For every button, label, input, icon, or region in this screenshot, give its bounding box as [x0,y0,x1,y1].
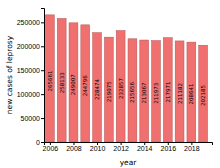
y-tick-label: 250000 [17,19,40,26]
data-label: 265661 [47,70,53,91]
y-tick-label: 0 [36,139,40,146]
x-tick-label: 2012 [113,145,129,152]
x-tick: 2012 [113,142,129,152]
data-label: 249007 [70,74,76,95]
data-label: 215656 [129,81,135,102]
chart: 2006 2008 2010 2012 2014 2016 2018 0 50000 100000… [0,0,220,168]
bar [128,39,137,142]
y-tick: 50000 [21,115,44,122]
x-tick-label: 2010 [90,145,106,152]
x-tick-label: 2014 [137,145,153,152]
x-tick: 2006 [43,142,59,152]
x-tick-label: 2016 [161,145,177,152]
y-axis-line [41,9,45,143]
x-tick: 2016 [161,142,177,152]
y-tick: 100000 [17,91,44,98]
bar [45,15,54,142]
y-tick-mark [41,46,44,47]
y-tick-mark [41,142,44,143]
x-tick: 2014 [137,142,153,152]
bar [104,37,113,142]
y-tick-mark [41,94,44,95]
bar [93,33,102,142]
x-tick: 2018 [184,142,200,152]
bar [152,41,161,142]
y-tick: 250000 [17,19,44,26]
x-tick: 2008 [66,142,82,152]
bar [57,18,66,142]
y-tick: 200000 [17,43,44,50]
data-label: 244796 [82,75,88,96]
bar [69,23,78,142]
data-label: 211182 [177,83,183,104]
y-tick-mark [41,22,44,23]
bar [175,41,184,142]
y-tick-mark [41,70,44,71]
data-label: 217971 [165,81,171,102]
data-label: 213067 [141,82,147,103]
bar [116,31,125,142]
bar [163,38,172,142]
x-tick-label: 2018 [184,145,200,152]
data-label: 228474 [94,79,100,100]
y-axis-title: new cases of leprosy [5,35,14,114]
x-axis: 2006 2008 2010 2012 2014 2016 2018 [43,142,213,152]
data-label: 208641 [188,84,194,105]
data-label: 258133 [59,72,65,93]
y-tick: 0 [36,139,44,146]
bars [45,15,207,142]
y-axis: 0 50000 100000 150000 200000 250000 [17,9,45,146]
data-label: 232857 [118,78,124,99]
x-tick-label: 2006 [43,145,59,152]
data-labels: 265661 258133 249007 244796 228474 219075 2328… [47,70,206,106]
y-tick: 150000 [17,67,44,74]
x-axis-title: year [120,158,138,167]
y-tick-label: 200000 [17,43,40,50]
y-tick-mark [41,118,44,119]
bar [199,45,208,142]
y-tick-label: 50000 [21,115,41,122]
bar [140,40,149,142]
x-tick-label: 2008 [66,145,82,152]
data-label: 202185 [200,85,206,106]
plot-area: 2006 2008 2010 2012 2014 2016 2018 0 50000 100000… [17,9,213,152]
y-tick-label: 100000 [17,91,40,98]
data-label: 219075 [106,81,112,102]
bar [81,25,90,142]
x-tick: 2010 [90,142,106,152]
data-label: 211973 [153,82,159,103]
bar [187,42,196,142]
y-tick-label: 150000 [17,67,40,74]
